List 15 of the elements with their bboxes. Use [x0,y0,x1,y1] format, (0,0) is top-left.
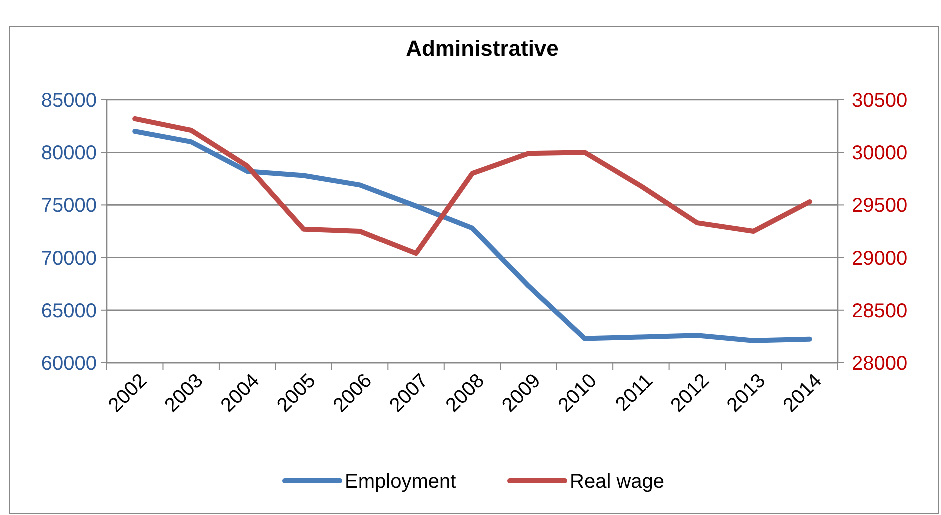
legend-label: Real wage [570,471,665,493]
y-tick-label: 60000 [41,353,97,375]
y2-tick-label: 28000 [852,353,908,375]
y2-tick-label: 29500 [852,195,908,218]
legend-label: Employment [345,471,457,493]
y-tick-label: 80000 [41,142,97,165]
y2-tick-label: 30500 [852,90,908,112]
chart-title: Administrative [406,36,559,61]
y2-tick-label: 29000 [852,248,908,270]
y2-tick-label: 30000 [852,142,908,165]
y-tick-label: 85000 [41,90,97,112]
y-tick-label: 70000 [41,248,97,270]
y-tick-label: 65000 [41,300,97,322]
y-tick-label: 75000 [41,195,97,218]
y2-tick-label: 28500 [852,300,908,322]
